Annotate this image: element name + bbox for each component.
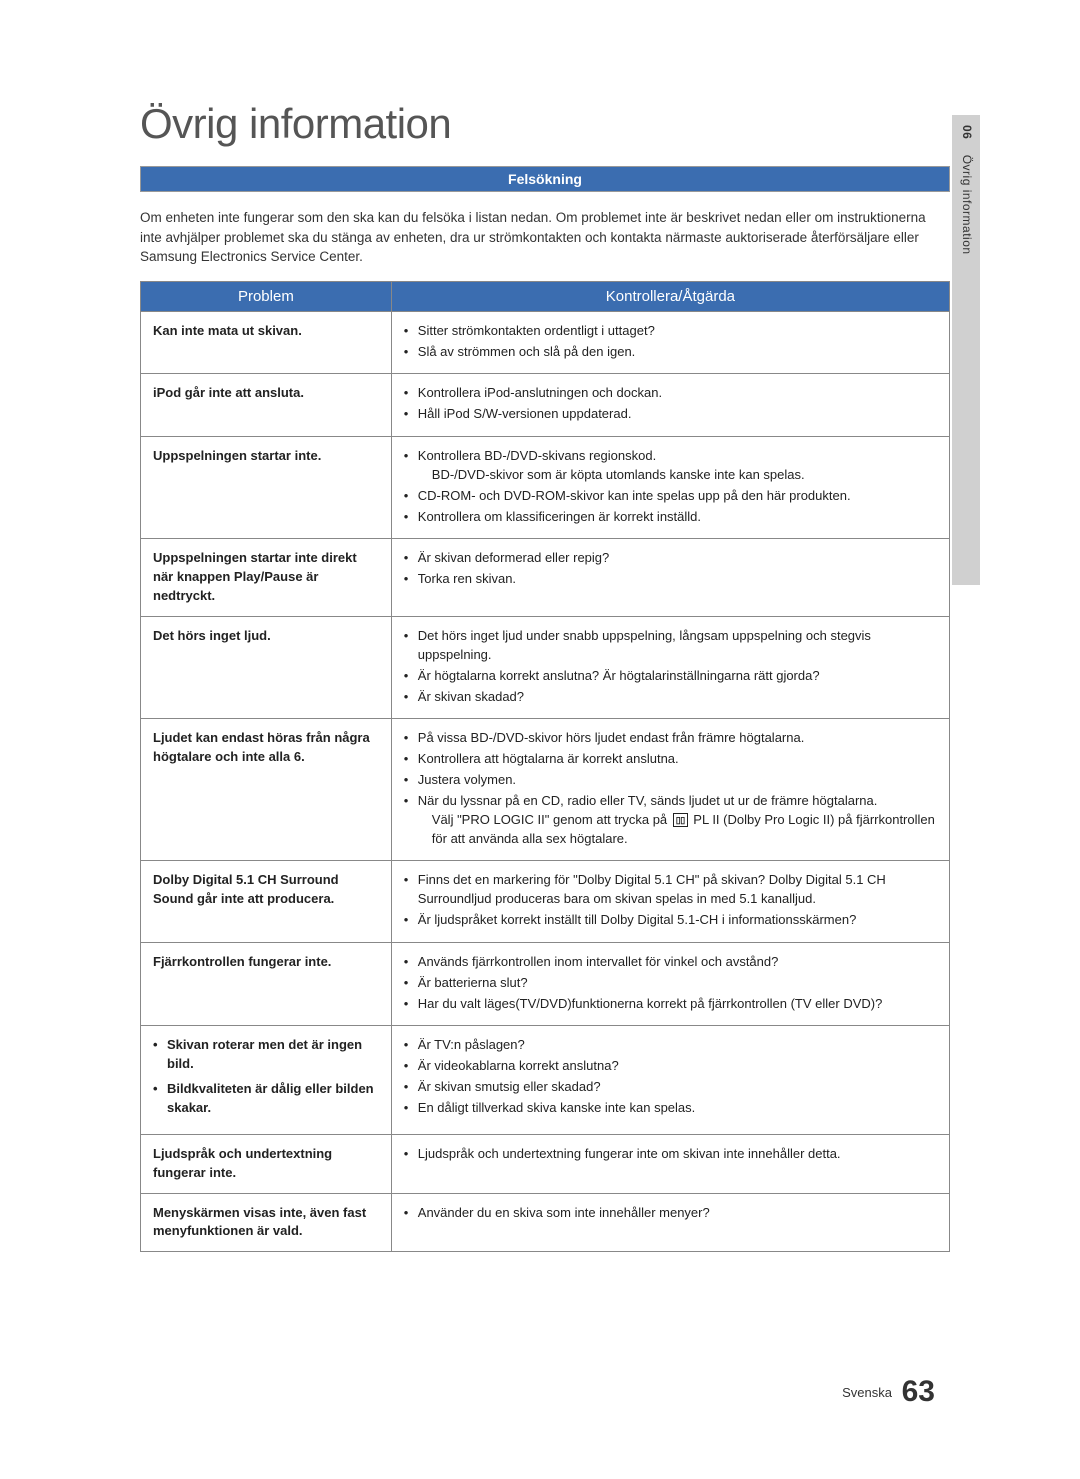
action-item: Används fjärrkontrollen inom intervallet… xyxy=(404,953,937,972)
action-item: Håll iPod S/W-versionen uppdaterad. xyxy=(404,405,937,424)
problem-cell: Uppspelningen startar inte direkt när kn… xyxy=(141,539,392,617)
action-item: Är högtalarna korrekt anslutna? Är högta… xyxy=(404,667,937,686)
problem-cell: Ljudspråk och undertextning fungerar int… xyxy=(141,1134,392,1193)
action-cell: Kontrollera BD-/DVD-skivans regionskod.B… xyxy=(391,437,949,539)
problem-cell: Menyskärmen visas inte, även fast menyfu… xyxy=(141,1193,392,1252)
action-cell: Det hörs inget ljud under snabb uppspeln… xyxy=(391,616,949,718)
action-item: Kontrollera iPod-anslutningen och dockan… xyxy=(404,384,937,403)
action-item: Är videokablarna korrekt anslutna? xyxy=(404,1057,937,1076)
action-cell: Används fjärrkontrollen inom intervallet… xyxy=(391,942,949,1026)
problem-cell: iPod går inte att ansluta. xyxy=(141,374,392,437)
section-header: Felsökning xyxy=(140,166,950,192)
action-item: Använder du en skiva som inte innehåller… xyxy=(404,1204,937,1223)
table-row: iPod går inte att ansluta. Kontrollera iP… xyxy=(141,374,950,437)
problem-cell: Kan inte mata ut skivan. xyxy=(141,311,392,374)
action-cell: Ljudspråk och undertextning fungerar int… xyxy=(391,1134,949,1193)
table-row: Menyskärmen visas inte, även fast menyfu… xyxy=(141,1193,950,1252)
action-cell: Finns det en markering för "Dolby Digita… xyxy=(391,861,949,943)
action-cell: Sitter strömkontakten ordentligt i uttag… xyxy=(391,311,949,374)
action-item: Sitter strömkontakten ordentligt i uttag… xyxy=(404,322,937,341)
problem-cell: Ljudet kan endast höras från några högta… xyxy=(141,719,392,861)
action-item: Är skivan deformerad eller repig? xyxy=(404,549,937,568)
page-footer: Svenska 63 xyxy=(842,1375,935,1409)
table-row: Dolby Digital 5.1 CH Surround Sound går … xyxy=(141,861,950,943)
table-row: Skivan roterar men det är ingen bild. Bil… xyxy=(141,1026,950,1134)
action-item: Kontrollera att högtalarna är korrekt an… xyxy=(404,750,937,769)
problem-cell: Uppspelningen startar inte. xyxy=(141,437,392,539)
col-header-action: Kontrollera/Åtgärda xyxy=(391,281,949,311)
action-item: Är skivan smutsig eller skadad? xyxy=(404,1078,937,1097)
table-row: Uppspelningen startar inte direkt när kn… xyxy=(141,539,950,617)
col-header-problem: Problem xyxy=(141,281,392,311)
table-row: Ljudet kan endast höras från några högta… xyxy=(141,719,950,861)
action-item: Finns det en markering för "Dolby Digita… xyxy=(404,871,937,909)
action-cell: På vissa BD-/DVD-skivor hörs ljudet enda… xyxy=(391,719,949,861)
action-item: Är TV:n påslagen? xyxy=(404,1036,937,1055)
action-cell: Är skivan deformerad eller repig? Torka r… xyxy=(391,539,949,617)
action-item: Slå av strömmen och slå på den igen. xyxy=(404,343,937,362)
action-item: När du lyssnar på en CD, radio eller TV,… xyxy=(404,792,937,849)
troubleshooting-table: Problem Kontrollera/Åtgärda Kan inte mat… xyxy=(140,281,950,1253)
action-item: CD-ROM- och DVD-ROM-skivor kan inte spel… xyxy=(404,487,937,506)
problem-item: Skivan roterar men det är ingen bild. xyxy=(153,1036,379,1074)
action-item: Kontrollera BD-/DVD-skivans regionskod.B… xyxy=(404,447,937,485)
action-item: Justera volymen. xyxy=(404,771,937,790)
problem-cell: Fjärrkontrollen fungerar inte. xyxy=(141,942,392,1026)
action-item: På vissa BD-/DVD-skivor hörs ljudet enda… xyxy=(404,729,937,748)
table-row: Uppspelningen startar inte. Kontrollera B… xyxy=(141,437,950,539)
footer-language: Svenska xyxy=(842,1385,892,1400)
action-cell: Kontrollera iPod-anslutningen och dockan… xyxy=(391,374,949,437)
problem-cell: Dolby Digital 5.1 CH Surround Sound går … xyxy=(141,861,392,943)
table-row: Det hörs inget ljud. Det hörs inget ljud … xyxy=(141,616,950,718)
action-item: Kontrollera om klassificeringen är korre… xyxy=(404,508,937,527)
action-item: Det hörs inget ljud under snabb uppspeln… xyxy=(404,627,937,665)
action-item: Har du valt läges(TV/DVD)funktionerna ko… xyxy=(404,995,937,1014)
action-cell: Använder du en skiva som inte innehåller… xyxy=(391,1193,949,1252)
table-row: Ljudspråk och undertextning fungerar int… xyxy=(141,1134,950,1193)
action-item: Ljudspråk och undertextning fungerar int… xyxy=(404,1145,937,1164)
problem-cell: Det hörs inget ljud. xyxy=(141,616,392,718)
action-item: Är batterierna slut? xyxy=(404,974,937,993)
action-item: En dåligt tillverkad skiva kanske inte k… xyxy=(404,1099,937,1118)
page-content: Övrig information Felsökning Om enheten … xyxy=(0,0,1080,1312)
action-item: Är ljudspråket korrekt inställt till Dol… xyxy=(404,911,937,930)
action-item: Torka ren skivan. xyxy=(404,570,937,589)
intro-paragraph: Om enheten inte fungerar som den ska kan… xyxy=(140,208,950,267)
page-number: 63 xyxy=(902,1375,935,1408)
action-item: Är skivan skadad? xyxy=(404,688,937,707)
action-cell: Är TV:n påslagen? Är videokablarna korrek… xyxy=(391,1026,949,1134)
problem-item: Bildkvaliteten är dålig eller bilden ska… xyxy=(153,1080,379,1118)
page-title: Övrig information xyxy=(140,100,950,148)
table-row: Kan inte mata ut skivan. Sitter strömkont… xyxy=(141,311,950,374)
problem-cell: Skivan roterar men det är ingen bild. Bil… xyxy=(141,1026,392,1134)
table-row: Fjärrkontrollen fungerar inte. Används fj… xyxy=(141,942,950,1026)
